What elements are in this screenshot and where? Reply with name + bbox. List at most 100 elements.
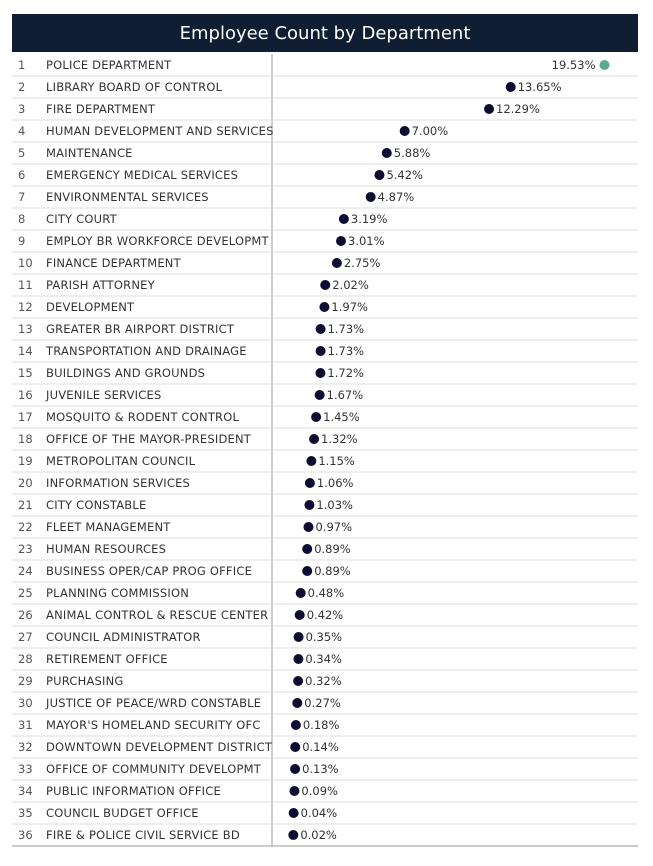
data-point (505, 82, 516, 92)
data-label: 3.01% (348, 234, 385, 248)
data-point (304, 478, 315, 488)
data-label: 1.73% (328, 344, 365, 358)
data-point (309, 434, 320, 444)
data-point (314, 390, 325, 400)
data-label: 12.29% (496, 102, 540, 116)
department-label: HUMAN DEVELOPMENT AND SERVICES (46, 124, 274, 138)
department-label: EMERGENCY MEDICAL SERVICES (46, 168, 238, 182)
department-label: BUILDINGS AND GROUNDS (46, 366, 205, 380)
department-label: COUNCIL BUDGET OFFICE (46, 806, 199, 820)
rank-label: 36 (18, 828, 33, 842)
department-label: PLANNING COMMISSION (46, 586, 189, 600)
department-label: DOWNTOWN DEVELOPMENT DISTRICT (46, 740, 273, 754)
data-point (295, 588, 306, 598)
data-label: 2.75% (344, 256, 381, 270)
rank-label: 29 (18, 674, 33, 688)
rank-label: 16 (18, 388, 33, 402)
data-label: 7.00% (412, 124, 449, 138)
rank-label: 34 (18, 784, 33, 798)
department-label: PARISH ATTORNEY (46, 278, 156, 292)
data-point (315, 368, 326, 378)
department-label: GREATER BR AIRPORT DISTRICT (46, 322, 235, 336)
department-label: ENVIRONMENTAL SERVICES (46, 190, 209, 204)
data-label: 13.65% (518, 80, 562, 94)
data-label: 1.97% (331, 300, 368, 314)
data-label: 0.04% (301, 806, 338, 820)
data-label: 2.02% (332, 278, 369, 292)
department-label: MOSQUITO & RODENT CONTROL (46, 410, 239, 424)
data-point (319, 302, 330, 312)
chart-title: Employee Count by Department (12, 14, 638, 52)
data-label: 1.67% (327, 388, 364, 402)
rank-label: 12 (18, 300, 33, 314)
department-label: METROPOLITAN COUNCIL (46, 454, 196, 468)
rank-label: 9 (18, 234, 25, 248)
department-label: CITY CONSTABLE (46, 498, 146, 512)
data-label: 0.97% (315, 520, 352, 534)
data-point (290, 742, 301, 752)
data-point (365, 192, 376, 202)
department-label: INFORMATION SERVICES (46, 476, 190, 490)
data-point (484, 104, 495, 114)
rank-label: 4 (18, 124, 25, 138)
data-point (302, 544, 313, 554)
data-label: 0.89% (314, 564, 351, 578)
data-label: 19.53% (552, 58, 596, 72)
rank-label: 11 (18, 278, 33, 292)
rank-label: 25 (18, 586, 33, 600)
rank-label: 18 (18, 432, 33, 446)
data-label: 1.15% (318, 454, 355, 468)
data-label: 0.13% (302, 762, 339, 776)
data-point (599, 60, 610, 70)
rank-label: 17 (18, 410, 33, 424)
data-point (290, 764, 301, 774)
rank-label: 7 (18, 190, 25, 204)
rank-label: 35 (18, 806, 33, 820)
rank-label: 20 (18, 476, 33, 490)
department-label: RETIREMENT OFFICE (46, 652, 168, 666)
rank-label: 22 (18, 520, 33, 534)
data-point (315, 346, 326, 356)
rank-label: 27 (18, 630, 33, 644)
data-label: 3.19% (351, 212, 388, 226)
data-label: 0.35% (306, 630, 343, 644)
rank-label: 3 (18, 102, 25, 116)
rank-label: 33 (18, 762, 33, 776)
department-label: JUVENILE SERVICES (45, 388, 161, 402)
data-label: 1.32% (321, 432, 358, 446)
department-label: POLICE DEPARTMENT (46, 58, 172, 72)
data-label: 1.45% (323, 410, 360, 424)
rank-label: 8 (18, 212, 25, 226)
data-label: 1.72% (327, 366, 364, 380)
data-label: 0.32% (305, 674, 342, 688)
data-point (374, 170, 385, 180)
data-point (338, 214, 349, 224)
data-point (306, 456, 317, 466)
rank-label: 13 (18, 322, 33, 336)
data-point (331, 258, 342, 268)
data-point (293, 632, 304, 642)
data-label: 0.42% (307, 608, 344, 622)
rank-label: 21 (18, 498, 33, 512)
rank-label: 24 (18, 564, 33, 578)
data-label: 1.06% (317, 476, 354, 490)
data-point (289, 786, 300, 796)
rank-label: 6 (18, 168, 25, 182)
data-label: 0.89% (314, 542, 351, 556)
department-label: ANIMAL CONTROL & RESCUE CENTER (46, 608, 268, 622)
rank-label: 19 (18, 454, 33, 468)
data-label: 5.88% (394, 146, 431, 160)
rank-label: 10 (18, 256, 33, 270)
department-label: JUSTICE OF PEACE/WRD CONSTABLE (45, 696, 261, 710)
rank-label: 31 (18, 718, 33, 732)
data-point (293, 676, 304, 686)
department-label: OFFICE OF COMMUNITY DEVELOPMT (46, 762, 262, 776)
department-label: FIRE & POLICE CIVIL SERVICE BD (46, 828, 240, 842)
data-point (303, 522, 314, 532)
data-label: 4.87% (378, 190, 415, 204)
rank-label: 30 (18, 696, 33, 710)
data-point (336, 236, 347, 246)
department-label: FIRE DEPARTMENT (46, 102, 156, 116)
rank-label: 14 (18, 344, 33, 358)
data-label: 0.14% (302, 740, 339, 754)
